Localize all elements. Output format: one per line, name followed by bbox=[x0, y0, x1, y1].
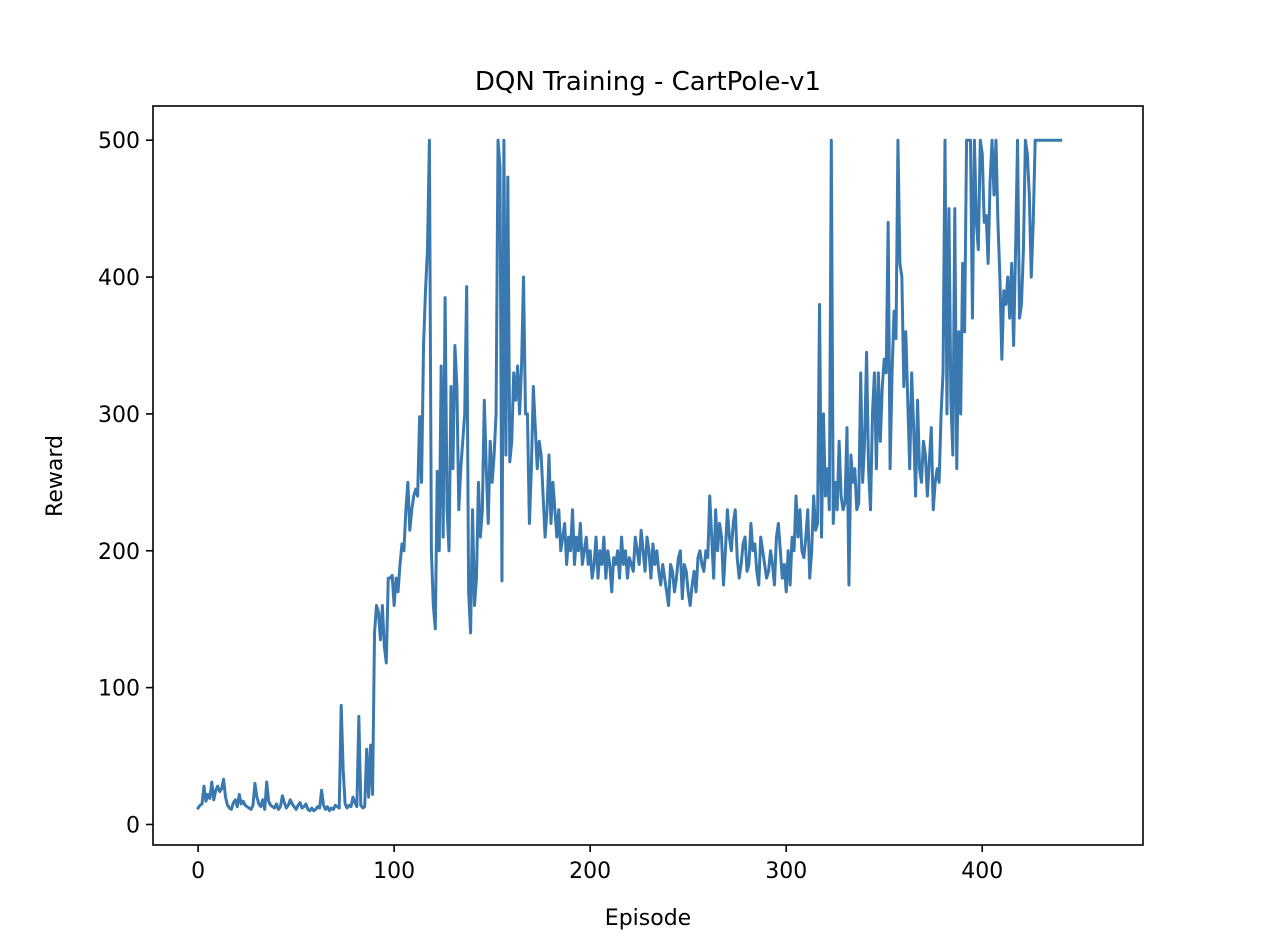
series-layer bbox=[195, 138, 1063, 813]
y-tick-label: 100 bbox=[98, 677, 140, 702]
y-tick-label: 200 bbox=[98, 540, 140, 565]
plot-frame bbox=[152, 105, 1144, 846]
y-tick-label: 300 bbox=[98, 403, 140, 428]
y-axis-ticks: 0 100 200 300 400 500 bbox=[98, 129, 153, 838]
x-tick-label: 0 bbox=[191, 859, 205, 884]
x-axis-ticks: 0 100 200 300 400 bbox=[191, 845, 1003, 884]
chart-title: DQN Training - CartPole-v1 bbox=[475, 67, 821, 97]
x-tick-label: 200 bbox=[569, 859, 611, 884]
x-tick-label: 300 bbox=[765, 859, 807, 884]
x-tick-label: 400 bbox=[961, 859, 1003, 884]
x-tick-label: 100 bbox=[373, 859, 415, 884]
x-axis-label: Episode bbox=[605, 906, 691, 931]
series-line-0 bbox=[195, 138, 1063, 813]
y-tick-label: 400 bbox=[98, 266, 140, 291]
y-axis-label: Reward bbox=[43, 435, 68, 517]
y-tick-label: 500 bbox=[98, 129, 140, 154]
y-tick-label: 0 bbox=[126, 813, 140, 838]
